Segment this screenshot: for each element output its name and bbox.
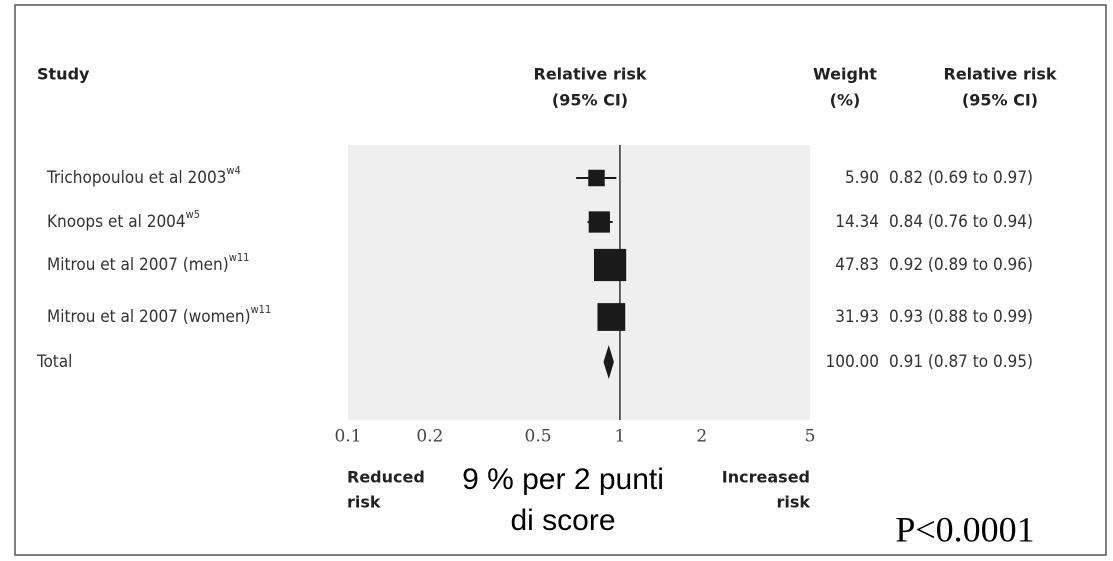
study-ref: w4 xyxy=(226,164,240,177)
study-name: Knoops et al 2004 xyxy=(47,212,186,232)
study-name: Total xyxy=(36,352,72,372)
ci-label: 0.92 (0.89 to 0.96) xyxy=(889,255,1033,275)
x-tick-label: 0.1 xyxy=(334,427,361,447)
weight-label: 100.00 xyxy=(826,352,880,372)
weight-header: (%) xyxy=(830,91,861,110)
x-tick-label: 0.5 xyxy=(525,427,552,447)
study-ref: w11 xyxy=(229,251,250,264)
weight-header: Weight xyxy=(813,65,877,84)
study-ref: w11 xyxy=(251,303,272,316)
study-label: Total xyxy=(36,352,72,372)
ci-header: Relative risk xyxy=(944,65,1057,84)
ci-label: 0.82 (0.69 to 0.97) xyxy=(889,168,1033,188)
point-estimate xyxy=(588,211,610,233)
study-label: Mitrou et al 2007 (women)w11 xyxy=(47,303,271,327)
reduced-label: risk xyxy=(347,493,381,512)
study-label: Mitrou et al 2007 (men)w11 xyxy=(47,251,249,275)
point-estimate xyxy=(588,169,605,187)
x-tick-label: 1 xyxy=(615,427,626,447)
ci-label: 0.84 (0.76 to 0.94) xyxy=(889,212,1033,232)
point-estimate xyxy=(593,248,627,282)
frame xyxy=(14,4,1107,556)
increased-label: risk xyxy=(776,493,810,512)
ci-header: (95% CI) xyxy=(962,91,1038,110)
plot-header: (95% CI) xyxy=(552,91,628,110)
weight-label: 31.93 xyxy=(835,307,879,327)
ci-label: 0.93 (0.88 to 0.99) xyxy=(889,307,1033,327)
plot-header: Relative risk xyxy=(534,65,647,84)
study-name: Mitrou et al 2007 (women) xyxy=(47,307,251,327)
weight-label: 47.83 xyxy=(835,255,879,275)
study-label: Knoops et al 2004w5 xyxy=(47,208,200,232)
annotation: 9 % per 2 punti xyxy=(462,463,664,496)
study-label: Trichopoulou et al 2003w4 xyxy=(46,164,241,188)
plot-panel xyxy=(348,145,810,420)
increased-label: Increased xyxy=(722,468,810,487)
study-header: Study xyxy=(37,65,90,84)
point-estimate xyxy=(597,303,626,331)
study-name: Trichopoulou et al 2003 xyxy=(46,168,226,188)
reduced-label: Reduced xyxy=(347,468,425,487)
p-value: P<0.0001 xyxy=(895,509,1034,549)
pooled-diamond xyxy=(603,345,614,379)
study-ref: w5 xyxy=(186,208,200,221)
study-name: Mitrou et al 2007 (men) xyxy=(47,255,229,275)
weight-label: 5.90 xyxy=(845,168,879,188)
annotation: di score xyxy=(510,504,615,537)
x-tick-label: 0.2 xyxy=(416,427,443,447)
weight-label: 14.34 xyxy=(835,212,879,232)
ci-label: 0.91 (0.87 to 0.95) xyxy=(889,352,1033,372)
x-tick-label: 2 xyxy=(696,427,707,447)
x-tick-label: 5 xyxy=(805,427,816,447)
